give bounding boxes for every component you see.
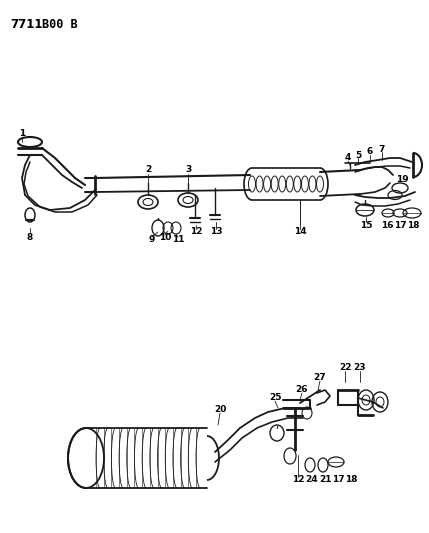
Text: 19: 19 <box>396 175 408 184</box>
Text: 18: 18 <box>345 475 357 484</box>
Text: 20: 20 <box>214 406 226 415</box>
Text: 13: 13 <box>210 228 222 237</box>
Text: 12: 12 <box>292 475 304 484</box>
Text: 10: 10 <box>159 233 171 243</box>
Text: 8: 8 <box>27 232 33 241</box>
Text: B00 B: B00 B <box>42 18 78 31</box>
Text: 11: 11 <box>172 236 184 245</box>
Text: 12: 12 <box>190 228 202 237</box>
Text: 25: 25 <box>269 393 281 402</box>
Text: 6: 6 <box>367 148 373 157</box>
Text: 24: 24 <box>306 475 318 484</box>
Text: 17: 17 <box>332 475 344 484</box>
Text: 16: 16 <box>381 221 393 230</box>
Text: 15: 15 <box>360 221 372 230</box>
Text: 7711: 7711 <box>10 18 42 31</box>
Text: 7: 7 <box>379 144 385 154</box>
Text: 14: 14 <box>294 228 306 237</box>
Text: 4: 4 <box>345 154 351 163</box>
Text: 22: 22 <box>339 364 351 373</box>
Text: 2: 2 <box>145 166 151 174</box>
Text: 3: 3 <box>185 166 191 174</box>
Text: 26: 26 <box>296 385 308 394</box>
Text: 21: 21 <box>319 475 331 484</box>
Text: 5: 5 <box>355 150 361 159</box>
Text: 17: 17 <box>394 221 406 230</box>
Text: 9: 9 <box>149 236 155 245</box>
Text: 1: 1 <box>19 128 25 138</box>
Text: 23: 23 <box>354 364 366 373</box>
Text: 27: 27 <box>314 374 326 383</box>
Text: 18: 18 <box>407 221 419 230</box>
